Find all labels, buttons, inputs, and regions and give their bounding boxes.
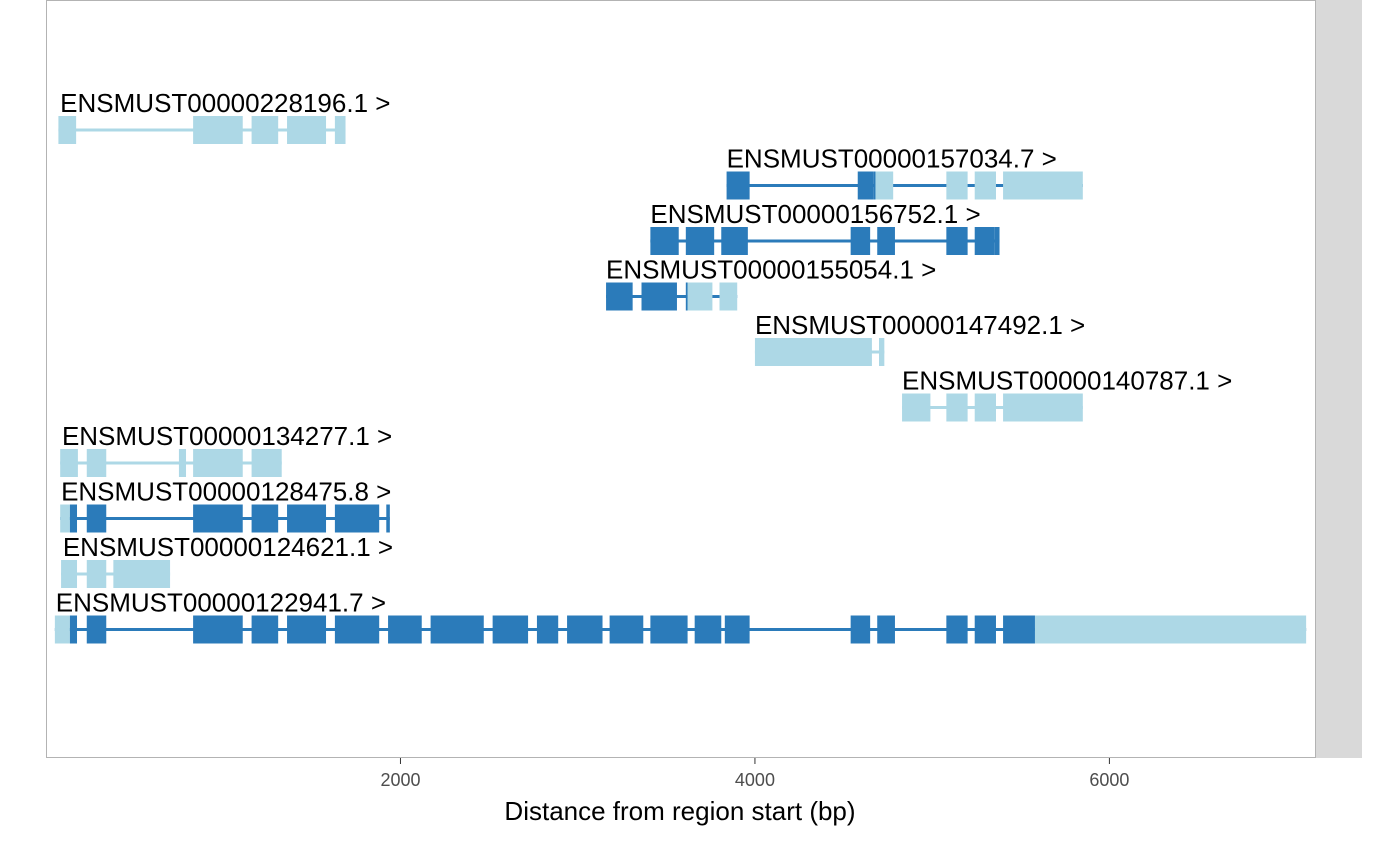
exon-cds [650, 227, 679, 255]
transcript-1: ENSMUST00000228196.1 > [58, 88, 390, 144]
transcript-6: ENSMUST00000140787.1 > [902, 366, 1232, 422]
exon-utr [902, 393, 931, 422]
exon-cds [685, 227, 715, 255]
exon-cds [334, 504, 380, 533]
transcript-label: ENSMUST00000147492.1 > [755, 310, 1085, 340]
exon-cds [850, 615, 871, 644]
exon-cds [650, 615, 688, 644]
transcript-label: ENSMUST00000157034.7 > [727, 144, 1057, 174]
exon-cds [1003, 615, 1035, 644]
exon-cds [877, 227, 895, 255]
transcript-2: ENSMUST00000157034.7 > [726, 144, 1083, 200]
transcript-4: ENSMUST00000155054.1 > [606, 255, 936, 311]
transcript-label: ENSMUST00000124621.1 > [63, 532, 393, 562]
transcript-label: ENSMUST00000156752.1 > [650, 199, 980, 229]
transcript-10: ENSMUST00000122941.7 > [54, 588, 1307, 644]
transcript-label: ENSMUST00000228196.1 > [60, 88, 390, 118]
x-tick-label: 2000 [380, 770, 420, 790]
exon-cds [974, 227, 995, 255]
x-tick-label: 4000 [735, 770, 775, 790]
exon-utr [974, 393, 996, 422]
exon-cds [994, 227, 1000, 255]
exon-utr [334, 116, 346, 144]
exon-utr [251, 116, 279, 144]
exon-cds [974, 615, 996, 644]
exon-cds [685, 282, 688, 311]
exon-cds [857, 171, 874, 200]
exon-cds [850, 227, 871, 255]
exon-utr [61, 560, 78, 588]
exon-utr [86, 560, 107, 588]
exon-utr [1034, 615, 1307, 644]
exon-cds [609, 615, 644, 644]
exon-cds [946, 615, 968, 644]
exon-cds [724, 615, 750, 644]
exon-cds [694, 615, 722, 644]
transcript-8: ENSMUST00000128475.8 > [60, 477, 391, 533]
transcript-9: ENSMUST00000124621.1 > [61, 532, 393, 588]
exon-utr [86, 449, 107, 477]
exon-cds [946, 227, 968, 255]
exon-utr [178, 449, 187, 477]
exon-cds [251, 615, 279, 644]
exon-utr [54, 615, 70, 644]
exon-utr [287, 116, 327, 144]
exon-cds [334, 615, 380, 644]
exon-cds [86, 504, 107, 533]
right-strip [1315, 0, 1362, 758]
exon-cds [193, 615, 243, 644]
transcript-7: ENSMUST00000134277.1 > [60, 421, 392, 477]
transcript-label: ENSMUST00000155054.1 > [606, 255, 936, 285]
exon-cds [492, 615, 529, 644]
x-axis-label: Distance from region start (bp) [504, 796, 855, 826]
transcript-label: ENSMUST00000128475.8 > [61, 477, 391, 507]
exon-cds [873, 171, 876, 200]
exon-utr [946, 393, 968, 422]
exon-cds [567, 615, 603, 644]
transcript-label: ENSMUST00000140787.1 > [902, 366, 1232, 396]
exon-cds [193, 504, 243, 533]
exon-utr [193, 449, 243, 477]
exon-utr [974, 171, 996, 200]
exon-cds [877, 615, 895, 644]
transcript-3: ENSMUST00000156752.1 > [650, 199, 1000, 255]
exon-cds [86, 615, 107, 644]
exon-cds [726, 171, 750, 200]
exon-cds [251, 504, 279, 533]
exon-utr [60, 449, 78, 477]
exon-utr [193, 116, 243, 144]
exon-utr [113, 560, 171, 588]
exon-utr [946, 171, 968, 200]
transcript-5: ENSMUST00000147492.1 > [754, 310, 1085, 366]
exon-cds [69, 504, 78, 533]
transcript-label: ENSMUST00000122941.7 > [56, 588, 386, 618]
exon-utr [58, 116, 77, 144]
exon-cds [386, 504, 390, 533]
exon-utr [687, 282, 713, 311]
x-tick-label: 6000 [1089, 770, 1129, 790]
exon-cds [287, 504, 327, 533]
exon-cds [430, 615, 484, 644]
exon-cds [721, 227, 748, 255]
exon-utr [719, 282, 738, 311]
transcript-tracks: ENSMUST00000228196.1 > ENSMUST00000157034… [54, 88, 1307, 644]
exon-cds [69, 615, 78, 644]
exon-utr [875, 171, 894, 200]
exon-cds [536, 615, 559, 644]
exon-utr [879, 338, 885, 366]
exon-utr [1003, 393, 1083, 422]
transcript-label: ENSMUST00000134277.1 > [62, 421, 392, 451]
exon-utr [251, 449, 282, 477]
exon-utr [1003, 171, 1083, 200]
x-axis: 2000 4000 6000 [380, 758, 1129, 790]
exon-utr [60, 504, 70, 533]
exon-cds [287, 615, 327, 644]
panel-border [46, 0, 1316, 758]
exon-utr [754, 338, 872, 366]
exon-cds [641, 282, 677, 311]
exon-cds [606, 282, 633, 311]
exon-cds [388, 615, 422, 644]
